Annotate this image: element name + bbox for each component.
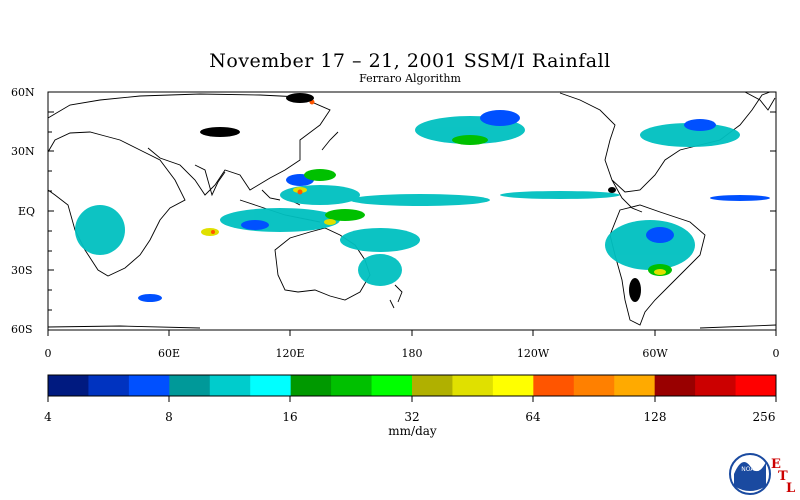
colorbar-swatch — [412, 375, 453, 396]
colorbar-label-256: 256 — [753, 410, 776, 424]
lat-label-eq: EQ — [18, 205, 35, 218]
lon-label-60w: 60W — [642, 347, 668, 360]
lat-label-60s: 60S — [11, 323, 33, 336]
colorbar-swatch — [209, 375, 251, 396]
etl-letter-t: T — [778, 469, 788, 484]
colorbar-swatch — [492, 375, 534, 396]
lon-label-60e: 60E — [158, 347, 180, 360]
noaa-etl-logo: NOAA E T L — [729, 453, 795, 496]
colorbar-label-128: 128 — [644, 410, 667, 424]
colorbar-swatch — [48, 375, 89, 396]
greenland-outline — [744, 91, 776, 111]
colorbar-label-64: 64 — [525, 410, 541, 424]
lat-label-60n: 60N — [11, 86, 35, 99]
colorbar-swatch — [88, 375, 130, 396]
colorbar-swatch — [695, 375, 737, 396]
lon-label-120w: 120W — [517, 347, 550, 360]
colorbar-swatch — [250, 375, 292, 396]
colorbar-units-label: mm/day — [388, 424, 437, 438]
colorbar-label-32: 32 — [404, 410, 419, 424]
india-outline — [194, 164, 226, 197]
lon-label-0-right: 0 — [773, 347, 780, 360]
colorbar-swatch — [452, 375, 494, 396]
colorbar: 4 8 16 32 64 128 256 — [44, 374, 777, 424]
central-america-outline — [611, 179, 643, 213]
colorbar-swatch — [533, 375, 575, 396]
lon-label-120e: 120E — [275, 347, 304, 360]
lat-label-30n: 30N — [11, 145, 35, 158]
map-ticks — [47, 111, 777, 336]
lon-label-0-left: 0 — [45, 347, 52, 360]
new-zealand-outline — [389, 284, 403, 309]
japan-outline — [321, 131, 339, 151]
colorbar-swatch — [290, 375, 332, 396]
colorbar-label-4: 4 — [44, 410, 52, 424]
latitude-labels: 60N 30N EQ 30S 60S — [11, 86, 35, 336]
australia-outline — [274, 227, 371, 301]
colorbar-label-8: 8 — [165, 410, 173, 424]
colorbar-swatch — [331, 375, 373, 396]
rainfall-patches — [75, 93, 770, 302]
colorbar-ticks — [47, 396, 777, 402]
etl-letter-l: L — [786, 481, 795, 496]
eurasia-outline — [47, 93, 331, 196]
colorbar-swatch — [128, 375, 170, 396]
colorbar-swatch — [371, 375, 413, 396]
longitude-labels: 0 60E 120E 180 120W 60W 0 — [45, 347, 780, 360]
lon-label-180: 180 — [402, 347, 423, 360]
colorbar-swatch — [654, 375, 696, 396]
noaa-logo-text: NOAA — [741, 466, 759, 473]
colorbar-label-16: 16 — [282, 410, 297, 424]
colorbar-swatch — [614, 375, 656, 396]
map-subtitle: Ferraro Algorithm — [359, 72, 461, 85]
map-panel: 60N 30N EQ 30S 60S 0 60E 120E 180 120W 6… — [11, 86, 780, 360]
south-america-outline — [609, 204, 706, 326]
colorbar-swatch — [169, 375, 211, 396]
colorbar-swatch — [573, 375, 615, 396]
colorbar-swatches — [48, 375, 777, 396]
lat-label-30s: 30S — [11, 264, 33, 277]
colorbar-swatch — [735, 375, 777, 396]
etl-letter-e: E — [771, 457, 781, 472]
antarctica-outline — [47, 324, 777, 329]
map-title: November 17 – 21, 2001 SSM/I Rainfall — [209, 50, 611, 72]
north-america-outline — [559, 91, 771, 193]
